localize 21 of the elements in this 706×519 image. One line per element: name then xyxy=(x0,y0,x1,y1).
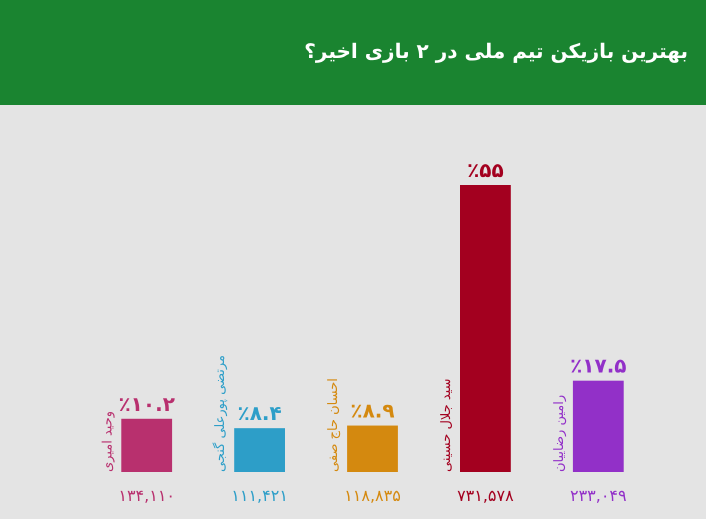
bar xyxy=(347,426,398,472)
data-label: ٪۸.۴ xyxy=(237,401,282,426)
text: ۲۳۳,۰۴۹ xyxy=(570,486,627,505)
chart-title: بهترین بازیکن تیم ملی در ۲ بازی اخیر؟ xyxy=(304,39,688,63)
bar xyxy=(234,428,285,472)
text: ۱۱۱,۴۲۱ xyxy=(231,486,288,505)
data-label: ٪۱۷.۵ xyxy=(570,354,627,378)
text: ۷۳۱,۵۷۸ xyxy=(457,486,514,505)
text: ۱۱۸,۸۳۵ xyxy=(344,486,401,505)
x-tick-label: رامین رضاییان xyxy=(552,394,567,472)
text: ۱۳۴,۱۱۰ xyxy=(118,486,176,505)
x-tick-label: سید جلال حسینی xyxy=(439,378,454,472)
x-tick-label: احسان حاج صفی xyxy=(326,378,342,472)
data-label: ٪۱۰.۲ xyxy=(118,392,175,416)
bar xyxy=(121,418,172,472)
data-label: ٪۸.۹ xyxy=(350,398,395,423)
bar xyxy=(572,380,624,472)
data-label: ٪۵۵ xyxy=(467,158,504,182)
x-tick-label: وحید امیری xyxy=(100,410,116,472)
bar xyxy=(460,185,511,472)
x-tick-label: مرتضی پورعلی گنجی xyxy=(212,355,228,472)
